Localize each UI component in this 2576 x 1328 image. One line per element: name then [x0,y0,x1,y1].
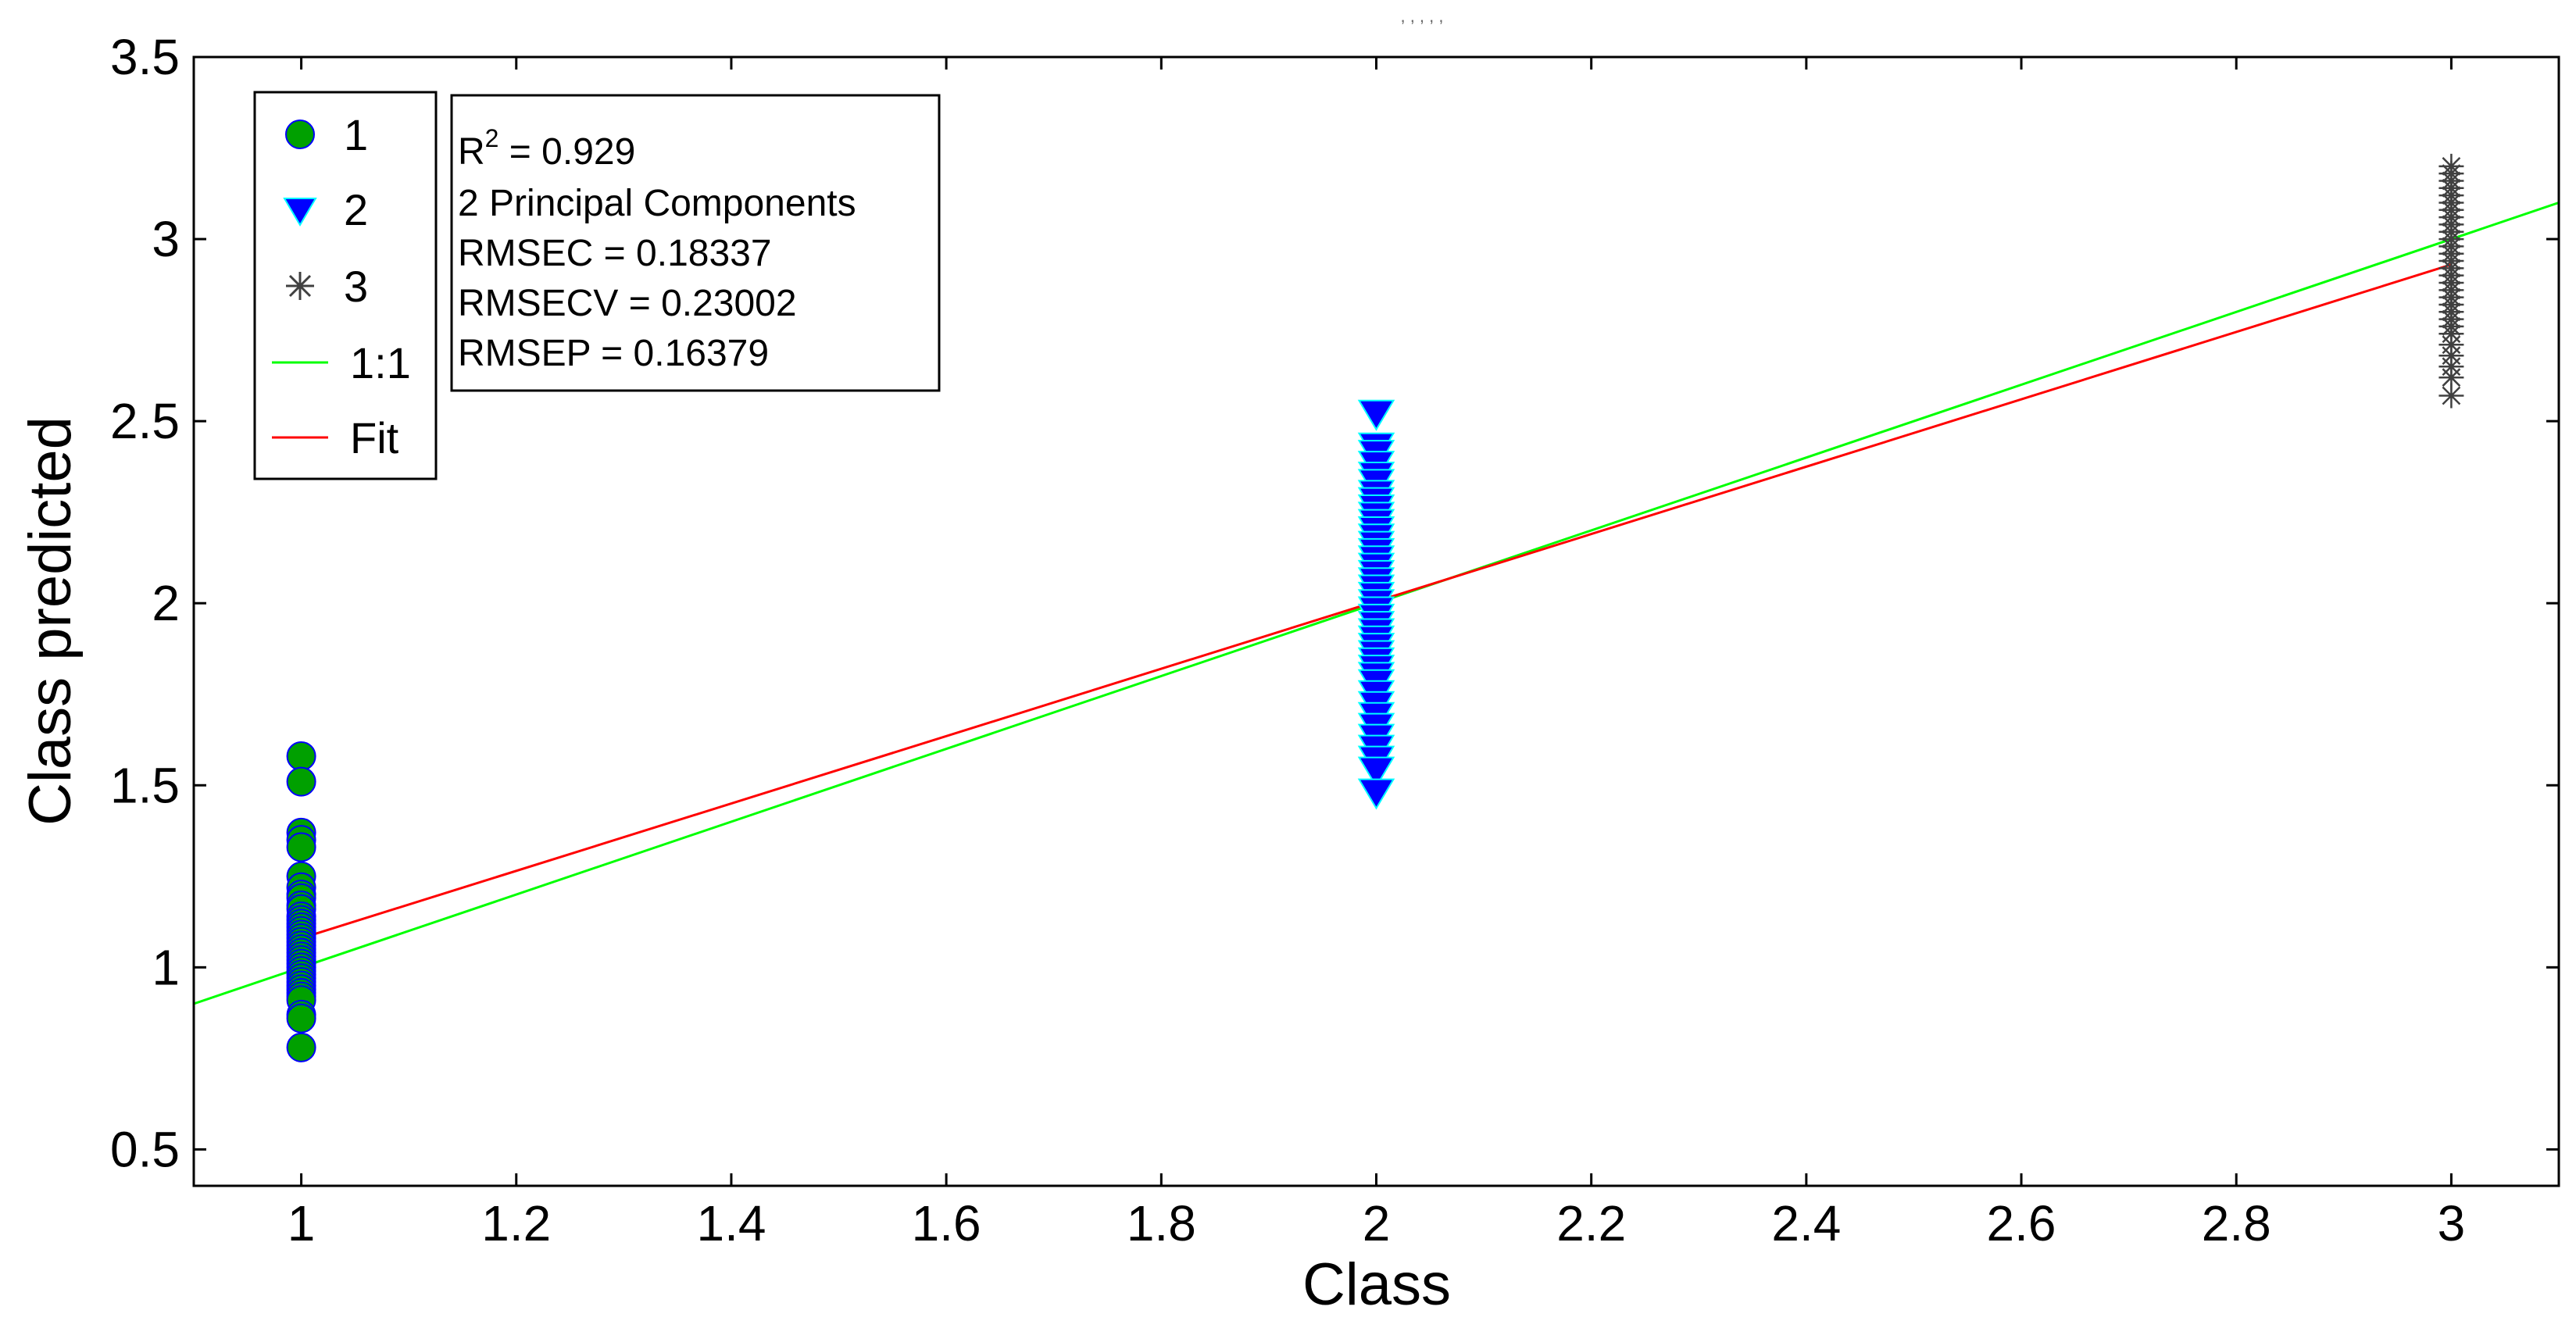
point-series-1-1 [286,766,316,797]
x-tick-label-5: 2 [1363,1195,1391,1251]
legend-label-fit: Fit [350,413,399,462]
x-tick-label-3: 1.6 [912,1195,981,1251]
point-series-3-28 [2438,383,2464,409]
x-tick-labels: 1 1.2 1.4 1.6 1.8 2 2.2 2.4 2.6 2.8 3 [288,1195,2465,1251]
x-tick-label-7: 2.4 [1771,1195,1841,1251]
y-tick-label-2: 1.5 [110,757,180,813]
y-tick-label-1: 1 [152,939,180,995]
legend-label-1to1: 1:1 [350,338,411,387]
y-tick-labels: 0.5 1 1.5 2 2.5 3 3.5 [110,29,180,1177]
x-tick-label-0: 1 [288,1195,316,1251]
point-series-1-37 [286,1032,316,1062]
x-tick-label-4: 1.8 [1127,1195,1196,1251]
stats-r2-sup: 2 [485,124,499,152]
y-axis-label: Class predicted [17,416,84,826]
plot-frame [192,55,2560,1187]
series-3 [2438,153,2464,409]
stats-components: 2 Principal Components [458,183,856,224]
data-points [286,153,2464,1062]
stats-frame [450,94,941,392]
stats-rmsecv: RMSECV = 0.23002 [458,283,797,324]
stats-rmsep: RMSEP = 0.16379 [458,333,769,374]
point-series-2-41 [1357,778,1395,810]
legend-marker-series-2 [283,198,317,227]
point-series-1-4 [286,832,316,862]
x-tick-label-10: 3 [2438,1195,2466,1251]
legend-label-series-3: 3 [344,262,368,311]
x-tick-label-6: 2.2 [1556,1195,1626,1251]
legend-marker-series-1 [285,120,315,149]
x-tick-label-8: 2.6 [1987,1195,2056,1251]
point-series-3-27 [2438,365,2464,391]
chart-title: , , , , , [1400,6,1443,26]
point-series-2-40 [1357,756,1395,788]
series-2 [1357,399,1395,810]
series-1 [286,741,316,1062]
point-series-2-0 [1357,399,1395,431]
stats-rmsec: RMSEC = 0.18337 [458,233,772,274]
y-tick-label-0: 0.5 [110,1121,180,1177]
legend: 1 2 3 1:1 Fit [253,91,438,480]
stats-r2-value: = 0.929 [498,131,635,173]
legend-marker-series-3 [286,272,314,300]
legend-box [253,91,438,480]
x-tick-label-1: 1.2 [481,1195,551,1251]
x-tick-label-9: 2.8 [2202,1195,2271,1251]
y-tick-label-4: 2.5 [110,393,180,449]
legend-label-series-1: 1 [344,110,368,159]
legend-label-series-2: 2 [344,185,368,234]
y-tick-label-5: 3 [152,211,180,267]
y-tick-label-6: 3.5 [110,29,180,85]
stats-r2-prefix: R [458,131,485,173]
x-axis-label: Class [1302,1251,1451,1318]
stats-r2: R2 = 0.929 [458,124,635,173]
stats-box: R2 = 0.929 2 Principal Components RMSEC … [450,94,941,392]
x-tick-label-2: 1.4 [696,1195,766,1251]
point-series-1-36 [286,1003,316,1033]
point-series-1-0 [286,741,316,771]
y-tick-label-3: 2 [152,575,180,631]
